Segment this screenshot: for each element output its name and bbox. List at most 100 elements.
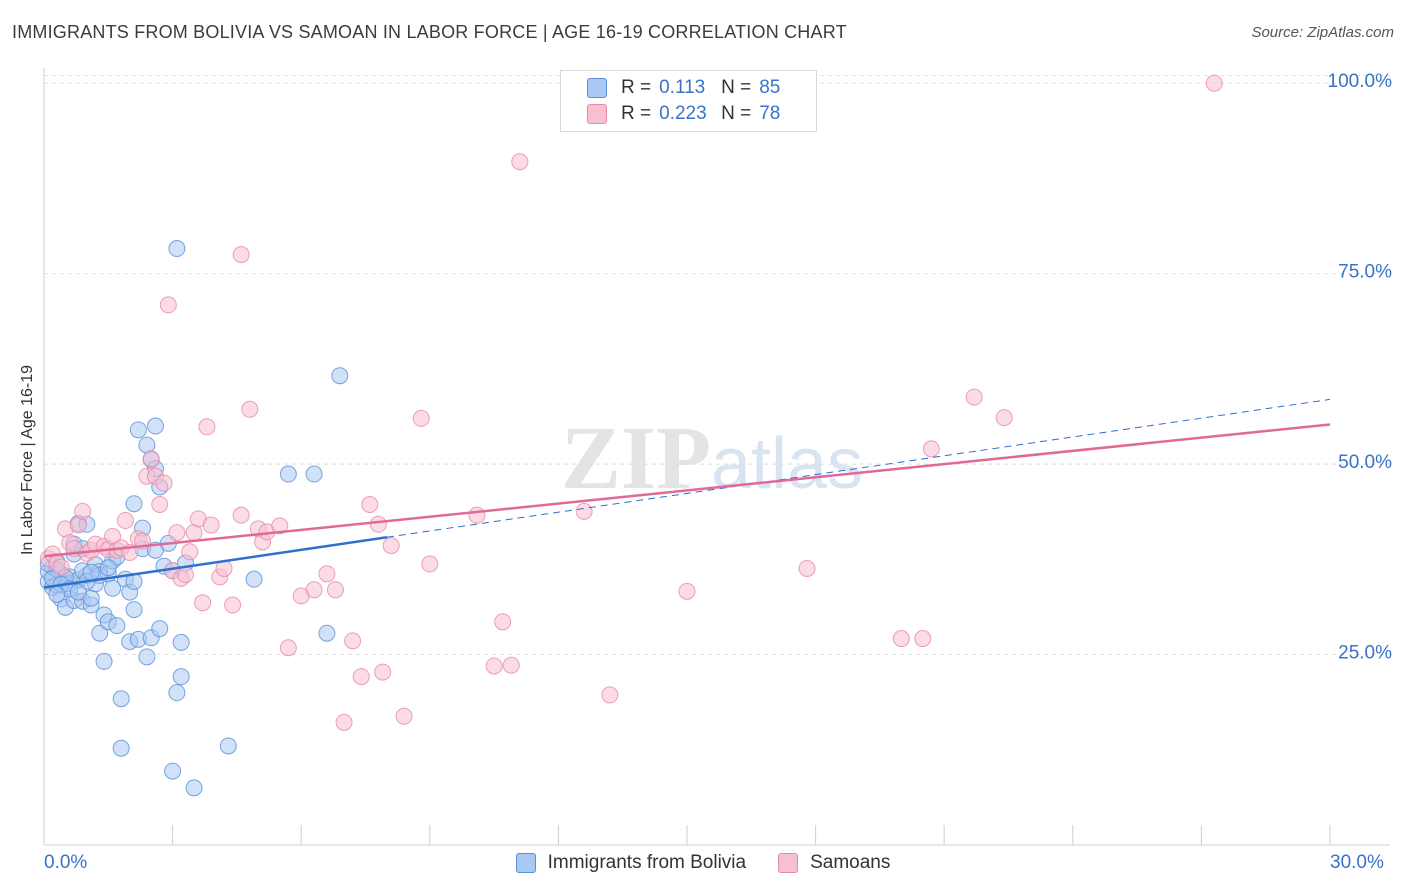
legend-r-value: 0.223 (659, 103, 707, 124)
point-samoan (369, 515, 387, 533)
point-bolivia (151, 620, 169, 638)
legend-label-bolivia: Immigrants from Bolivia (547, 852, 747, 873)
point-samoan (142, 450, 160, 468)
trend-line-bolivia (43, 536, 388, 589)
legend-swatch-samoans (778, 853, 799, 873)
point-samoan (202, 516, 220, 534)
y-tick-label: 50.0% (1338, 452, 1392, 473)
point-bolivia (279, 465, 297, 483)
point-samoan (194, 594, 212, 612)
legend-swatch-samoans (587, 104, 607, 124)
correlation-legend: R = 0.113 N = 85 R = 0.223 N = 78 (560, 70, 817, 132)
watermark: ZIPatlas (561, 409, 863, 508)
point-samoan (52, 558, 70, 576)
point-bolivia (91, 624, 109, 642)
point-samoan (374, 663, 392, 681)
point-samoan (965, 388, 983, 406)
point-samoan (395, 707, 413, 725)
point-samoan (382, 537, 400, 555)
point-samoan (198, 418, 216, 436)
point-samoan (155, 474, 173, 492)
legend-n-value: 85 (759, 77, 781, 98)
point-bolivia (108, 617, 126, 635)
point-samoan (914, 630, 932, 648)
y-tick-labels: 25.0% 50.0% 75.0% 100.0% (1328, 71, 1393, 663)
point-samoan (116, 511, 134, 529)
point-samoan (232, 246, 250, 264)
point-samoan (412, 409, 430, 427)
point-samoan (151, 495, 169, 513)
legend-label-samoans: Samoans (810, 852, 891, 873)
point-bolivia (112, 690, 130, 708)
y-tick-label: 75.0% (1338, 262, 1392, 283)
point-bolivia (168, 684, 186, 702)
point-samoan (344, 632, 362, 650)
point-samoan (241, 400, 259, 418)
legend-n-label: N = (721, 77, 752, 98)
point-samoan (922, 440, 940, 458)
legend-r-label: R = (621, 103, 652, 124)
point-samoan (502, 656, 520, 674)
point-bolivia (112, 739, 130, 757)
legend-r-label: R = (621, 77, 652, 98)
point-samoan (494, 613, 512, 631)
point-bolivia (69, 583, 87, 601)
point-samoan (468, 506, 486, 524)
point-bolivia (172, 633, 190, 651)
y-tick-label: 25.0% (1338, 643, 1392, 664)
series-legend: Immigrants from Bolivia Samoans (0, 852, 1406, 874)
point-samoan (232, 506, 250, 524)
point-samoan (74, 502, 92, 520)
point-samoan (318, 565, 336, 583)
point-samoan (176, 566, 194, 584)
point-samoan (601, 686, 619, 704)
grid (44, 75, 1390, 656)
legend-swatch-bolivia (587, 78, 607, 98)
point-samoan (335, 713, 353, 731)
point-samoan (224, 596, 242, 614)
legend-r-value: 0.113 (659, 77, 706, 98)
point-samoan (159, 296, 177, 314)
y-tick-label: 100.0% (1328, 71, 1393, 92)
point-samoan (892, 630, 910, 648)
point-bolivia (48, 585, 66, 603)
trend-line-bolivia-extension (386, 398, 1331, 538)
point-bolivia (129, 421, 147, 439)
point-bolivia (95, 652, 113, 670)
point-bolivia (104, 579, 122, 597)
point-bolivia (168, 240, 186, 258)
point-bolivia (185, 779, 203, 797)
point-samoan (361, 495, 379, 513)
x-tick-label-min: 0.0% (44, 852, 88, 873)
legend-item-samoans[interactable]: Samoans (778, 852, 890, 874)
trend-lines (43, 398, 1331, 589)
data-points (39, 74, 1223, 797)
point-samoan (181, 543, 199, 561)
point-samoan (326, 581, 344, 599)
legend-n-value: 78 (759, 103, 781, 124)
point-bolivia (146, 417, 164, 435)
point-bolivia (305, 465, 323, 483)
x-tick-label-max: 30.0% (1330, 852, 1384, 873)
point-bolivia (164, 762, 182, 780)
point-samoan (511, 153, 529, 171)
point-bolivia (331, 367, 349, 385)
trend-line-samoan (43, 423, 1331, 558)
chart-title: IMMIGRANTS FROM BOLIVIA VS SAMOAN IN LAB… (12, 22, 847, 42)
point-bolivia (138, 648, 156, 666)
source-label: Source: ZipAtlas.com (1251, 24, 1394, 41)
point-samoan (352, 668, 370, 686)
point-samoan (168, 524, 186, 542)
legend-n-label: N = (721, 103, 752, 124)
point-samoan (798, 559, 816, 577)
point-samoan (575, 502, 593, 520)
point-bolivia (318, 624, 336, 642)
point-samoan (485, 657, 503, 675)
point-samoan (305, 581, 323, 599)
point-samoan (678, 582, 696, 600)
point-bolivia (125, 601, 143, 619)
point-samoan (421, 555, 439, 573)
legend-item-bolivia[interactable]: Immigrants from Bolivia (515, 852, 747, 874)
point-samoan (1205, 74, 1223, 92)
